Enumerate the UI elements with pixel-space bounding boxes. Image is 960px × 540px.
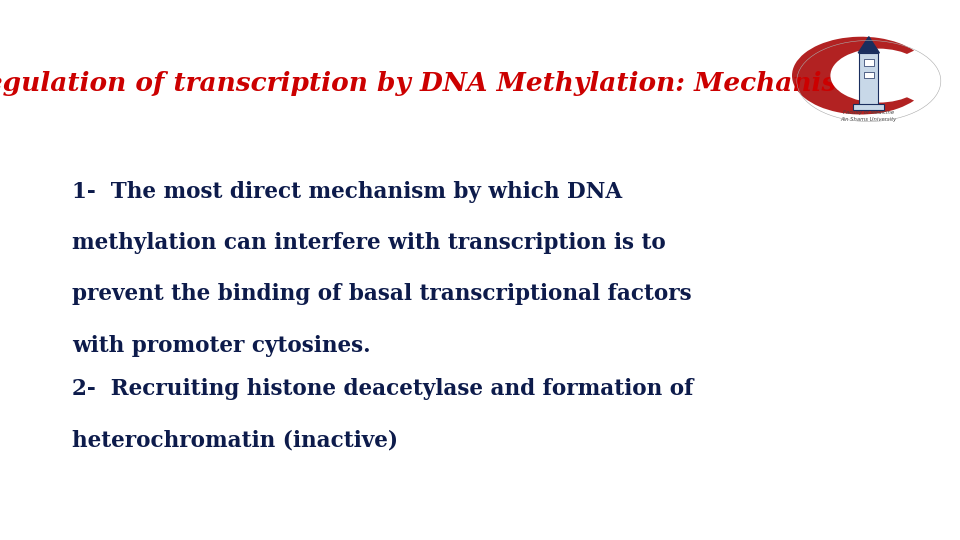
Text: Ain Shams University: Ain Shams University bbox=[841, 117, 897, 123]
Text: 2-  Recruiting histone deacetylase and formation of: 2- Recruiting histone deacetylase and fo… bbox=[72, 378, 693, 400]
Text: 1-  The most direct mechanism by which DNA: 1- The most direct mechanism by which DN… bbox=[72, 181, 622, 202]
Polygon shape bbox=[858, 37, 879, 53]
Circle shape bbox=[830, 49, 926, 103]
Text: methylation can interfere with transcription is to: methylation can interfere with transcrip… bbox=[72, 232, 665, 254]
FancyBboxPatch shape bbox=[853, 104, 884, 110]
Text: heterochromatin (inactive): heterochromatin (inactive) bbox=[72, 429, 398, 451]
Text: with promoter cytosines.: with promoter cytosines. bbox=[72, 335, 371, 356]
Wedge shape bbox=[792, 37, 914, 114]
FancyBboxPatch shape bbox=[864, 59, 874, 66]
FancyBboxPatch shape bbox=[864, 72, 874, 78]
FancyBboxPatch shape bbox=[859, 53, 878, 107]
Text: Regulation of transcription by DNA Methylation: Mechanisms: Regulation of transcription by DNA Methy… bbox=[0, 71, 880, 96]
Text: prevent the binding of basal transcriptional factors: prevent the binding of basal transcripti… bbox=[72, 284, 691, 305]
Text: Faculty of Medicine: Faculty of Medicine bbox=[843, 110, 895, 115]
